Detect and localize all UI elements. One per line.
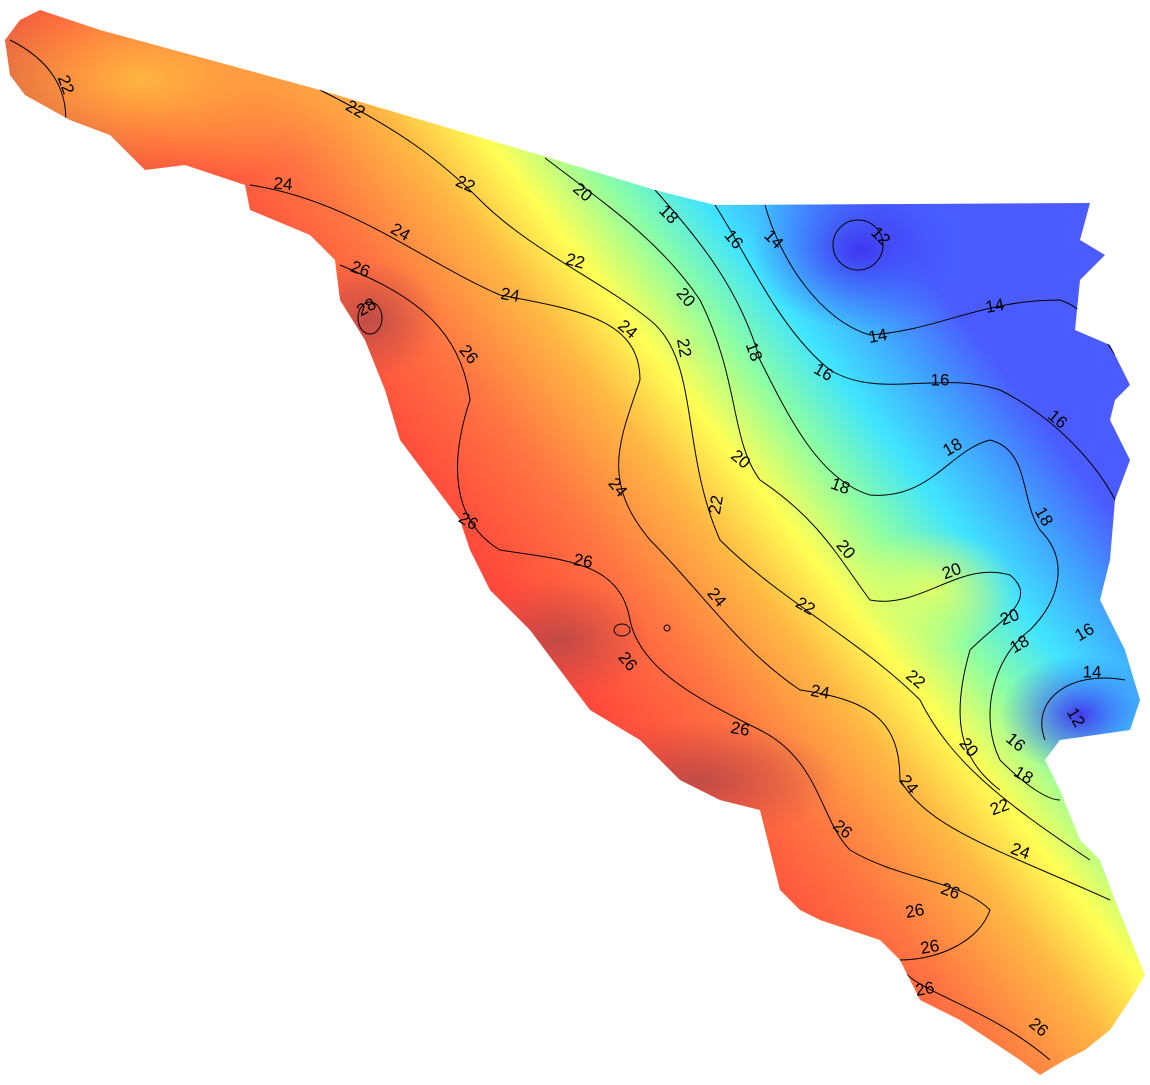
contour-label: 22 — [705, 494, 727, 516]
contour-label: 16 — [931, 370, 950, 389]
contour-label: 26 — [919, 936, 941, 958]
contour-label: 26 — [914, 978, 936, 1000]
contour-label: 26 — [572, 550, 594, 572]
contour-label: 14 — [1083, 662, 1102, 681]
contour-label: 26 — [729, 718, 751, 740]
contour-label: 14 — [867, 325, 889, 347]
contour-label: 14 — [984, 295, 1006, 317]
contour-label: 24 — [273, 174, 294, 195]
contour-label: 24 — [499, 284, 521, 306]
contour-label: 26 — [904, 900, 926, 922]
contour-label: 22 — [673, 337, 695, 359]
contour-lines — [9, 39, 1126, 1061]
contour-label: 24 — [809, 681, 831, 703]
contour-label: 22 — [564, 249, 587, 272]
